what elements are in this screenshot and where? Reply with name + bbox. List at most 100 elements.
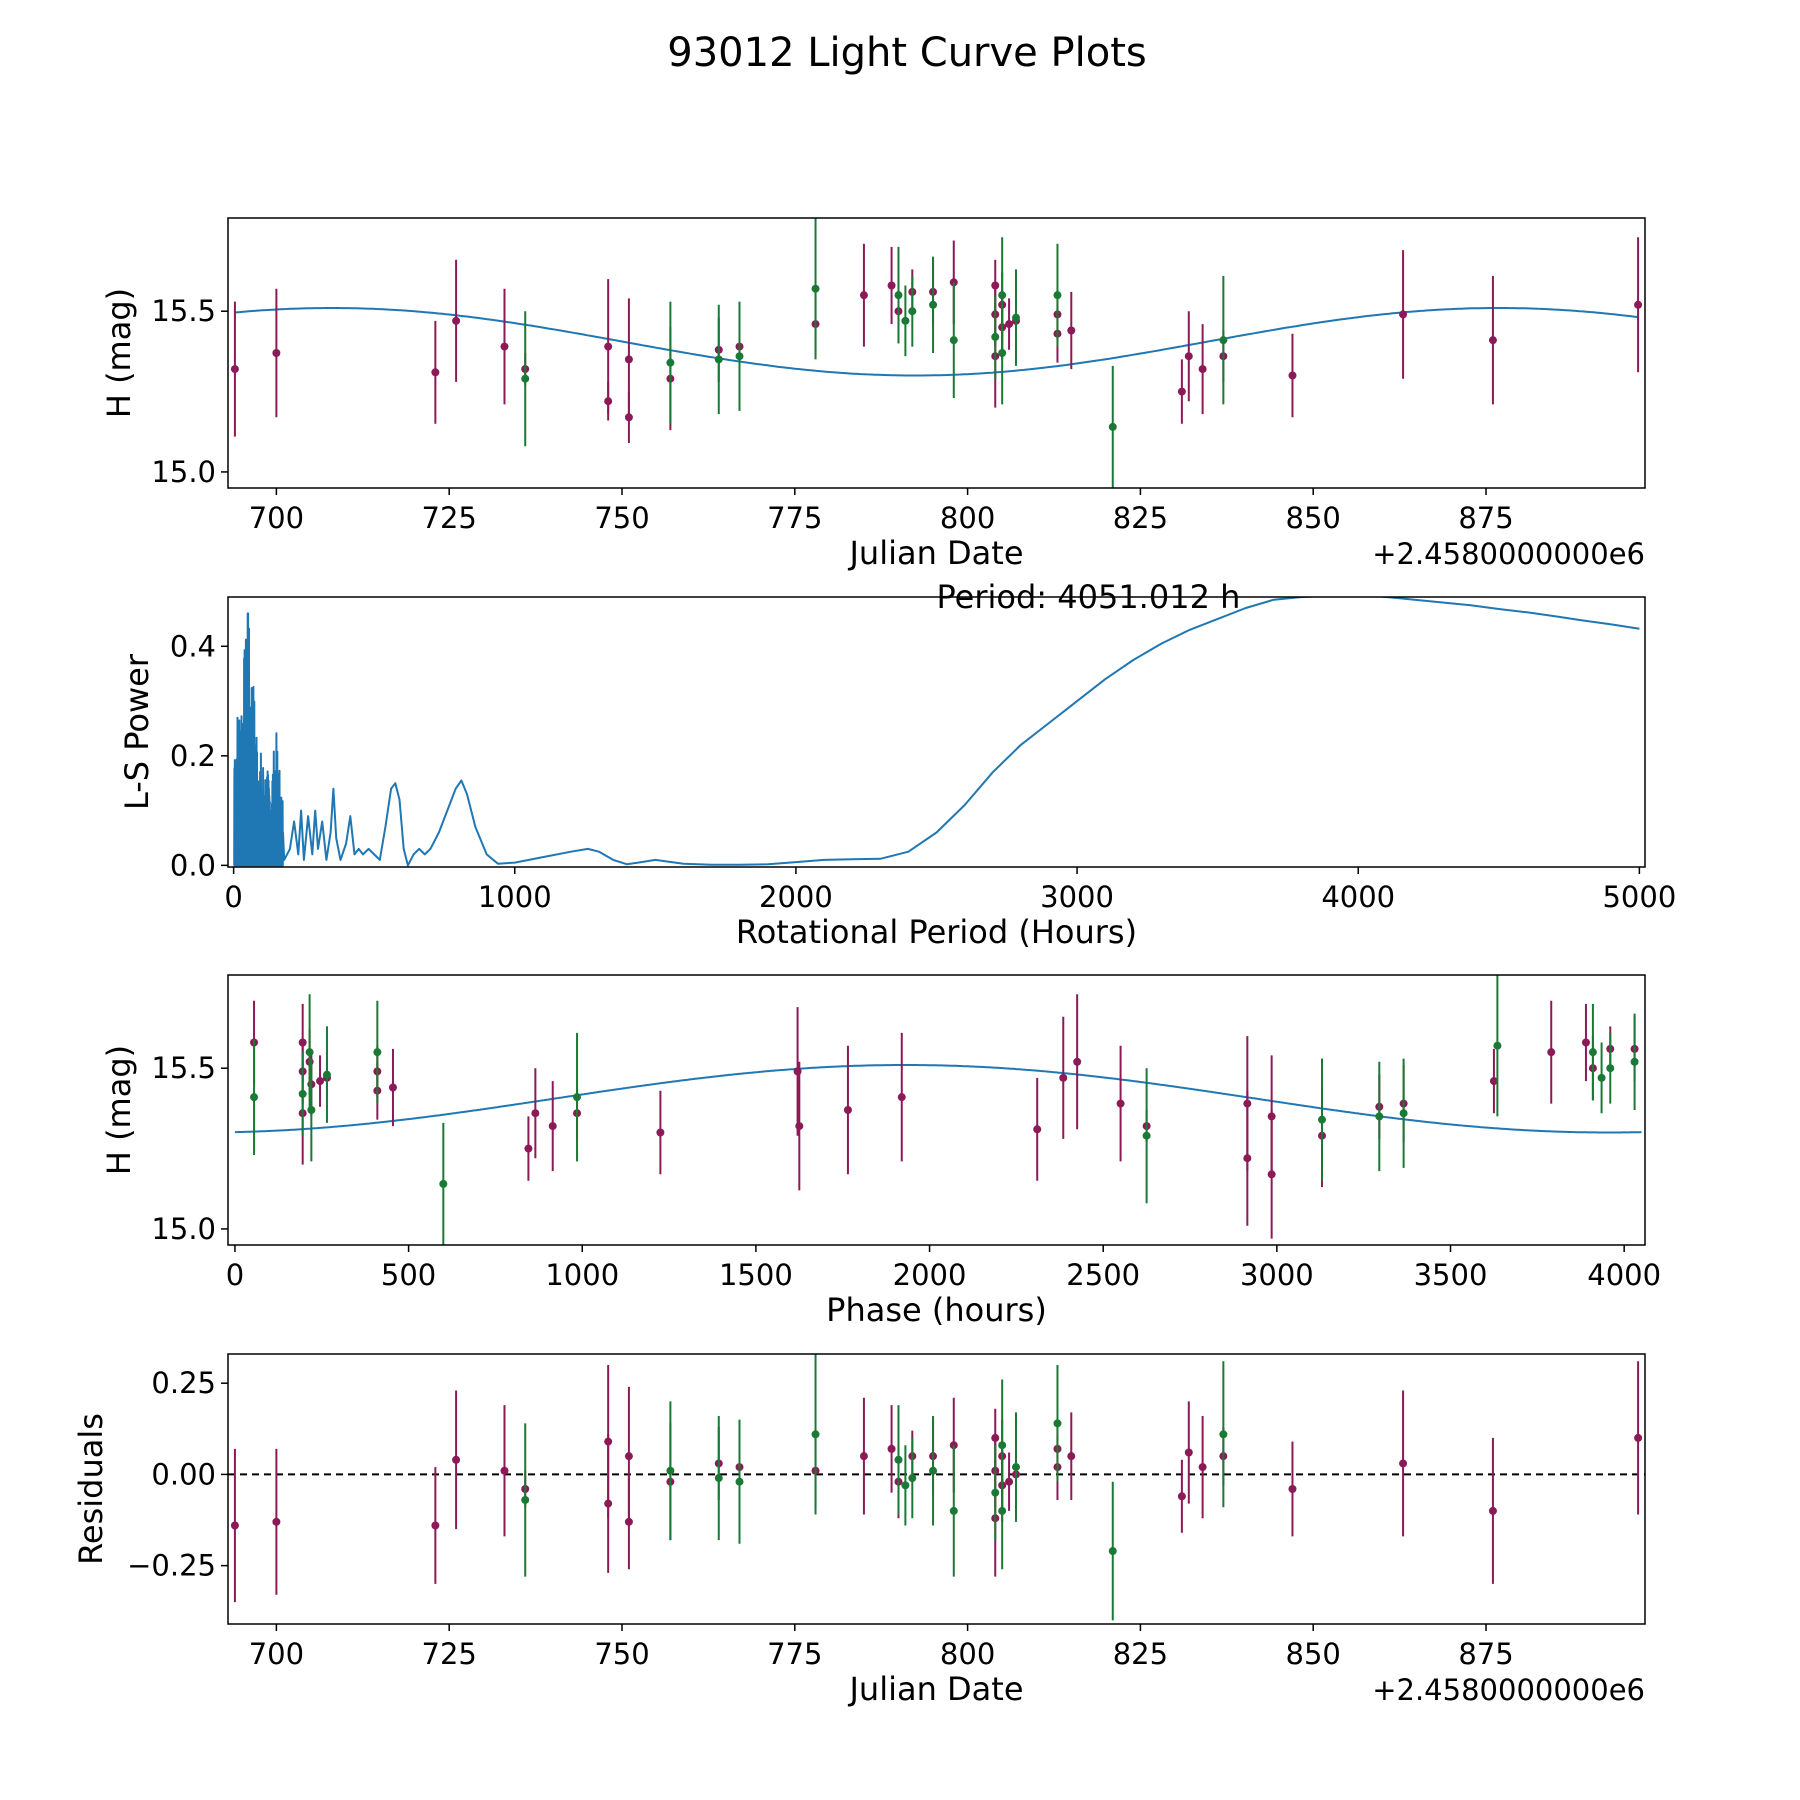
data-point xyxy=(307,1106,316,1114)
x-tick-label: 825 xyxy=(1113,1637,1168,1671)
data-point xyxy=(735,352,744,361)
periodogram-frame xyxy=(227,596,1646,868)
data-point xyxy=(1011,1463,1020,1472)
data-point xyxy=(735,1477,744,1486)
data-point xyxy=(1177,1492,1186,1501)
data-point xyxy=(991,281,1000,290)
x-tick-label: 775 xyxy=(767,501,822,535)
x-tick-label: 4000 xyxy=(1587,1258,1661,1292)
data-point xyxy=(604,342,613,351)
data-point xyxy=(1547,1048,1556,1057)
y-tick-label: 15.0 xyxy=(151,1212,216,1246)
data-point xyxy=(908,1474,917,1483)
data-point xyxy=(714,355,723,364)
data-point xyxy=(298,1038,307,1047)
series-filter-b xyxy=(250,975,1639,1245)
series-filter-a xyxy=(250,994,1639,1239)
x-tick-label: 700 xyxy=(249,501,304,535)
data-point xyxy=(894,291,903,300)
data-point xyxy=(322,1070,331,1079)
x-tick-label: 2000 xyxy=(759,880,833,914)
y-tick-label: 15.0 xyxy=(151,455,216,489)
data-point xyxy=(666,1466,675,1475)
y-tick-label: 0.00 xyxy=(151,1457,216,1491)
data-point xyxy=(624,355,633,364)
data-point xyxy=(1267,1170,1276,1179)
data-point xyxy=(604,1499,613,1508)
data-point xyxy=(1630,1057,1639,1066)
data-point xyxy=(998,291,1007,300)
data-point xyxy=(1243,1154,1252,1163)
series-filter-b xyxy=(521,218,1228,488)
y-axis-label: Residuals xyxy=(72,1413,110,1565)
figure-title: 93012 Light Curve Plots xyxy=(667,30,1146,76)
data-point xyxy=(1399,1109,1408,1118)
data-point xyxy=(1588,1048,1597,1057)
data-point xyxy=(573,1093,582,1102)
data-point xyxy=(1177,387,1186,396)
data-point xyxy=(1288,371,1297,380)
data-point xyxy=(1184,1448,1193,1457)
periodogram-plot-area xyxy=(233,597,1640,867)
x-tick-label: 850 xyxy=(1286,1637,1341,1671)
data-point xyxy=(666,358,675,367)
y-axis-label: H (mag) xyxy=(100,288,138,418)
data-point xyxy=(250,1093,259,1102)
x-axis-label: Rotational Period (Hours) xyxy=(736,913,1137,951)
data-point xyxy=(272,349,281,357)
data-point xyxy=(1581,1038,1590,1047)
data-point xyxy=(1634,1433,1643,1442)
data-point xyxy=(452,1455,461,1464)
data-point xyxy=(887,281,896,290)
x-axis-label: Phase (hours) xyxy=(826,1291,1047,1329)
x-tick-label: 725 xyxy=(422,1637,477,1671)
x-tick-label: 750 xyxy=(594,1637,649,1671)
data-point xyxy=(431,1521,440,1530)
data-point xyxy=(998,1441,1007,1450)
data-point xyxy=(929,300,938,309)
x-tick-label: 3500 xyxy=(1414,1258,1488,1292)
data-point xyxy=(1108,1547,1117,1556)
data-point xyxy=(1184,352,1193,361)
panel-light-curve: 700 725 750 775 800 825 850 875 15.0 15.5 Julian D… xyxy=(100,217,1646,572)
x-tick-label: 3000 xyxy=(1240,1258,1314,1292)
data-point xyxy=(388,1083,397,1092)
data-point xyxy=(604,1437,613,1446)
data-point xyxy=(991,332,1000,341)
data-point xyxy=(949,1506,958,1515)
panel-residuals: 700 725 750 775 800 825 850 875 0.25 0.00 −0.25 Jul… xyxy=(72,1353,1646,1708)
x-tick-label: 2000 xyxy=(893,1258,967,1292)
model-curve xyxy=(234,1064,1642,1134)
data-point xyxy=(230,365,239,374)
model-curve xyxy=(234,307,1639,377)
data-point xyxy=(795,1122,804,1131)
data-point xyxy=(859,1452,868,1461)
data-point xyxy=(521,374,530,383)
data-point xyxy=(714,1474,723,1483)
series-filter-a xyxy=(230,1361,1643,1603)
x-axis-label: Julian Date xyxy=(847,1670,1023,1708)
data-point xyxy=(859,291,868,300)
data-point xyxy=(1288,1485,1297,1493)
x-tick-label: 1500 xyxy=(719,1258,793,1292)
x-tick-label: 725 xyxy=(422,501,477,535)
data-point xyxy=(1318,1115,1327,1124)
data-point xyxy=(949,336,958,345)
data-point xyxy=(1053,1419,1062,1428)
data-point xyxy=(991,1488,1000,1497)
x-tick-label: 4000 xyxy=(1321,880,1395,914)
data-point xyxy=(230,1521,239,1530)
x-tick-label: 0 xyxy=(226,1258,244,1292)
data-point xyxy=(811,284,820,293)
data-point xyxy=(305,1048,314,1057)
data-point xyxy=(431,368,440,377)
data-point xyxy=(1488,336,1497,345)
data-point xyxy=(1489,1077,1498,1086)
y-tick-label: 0.4 xyxy=(170,629,216,663)
data-point xyxy=(897,1093,906,1102)
x-tick-label: 850 xyxy=(1286,501,1341,535)
offset-text: +2.4580000000e6 xyxy=(1372,537,1645,571)
data-point xyxy=(624,413,633,422)
data-point xyxy=(843,1106,852,1114)
